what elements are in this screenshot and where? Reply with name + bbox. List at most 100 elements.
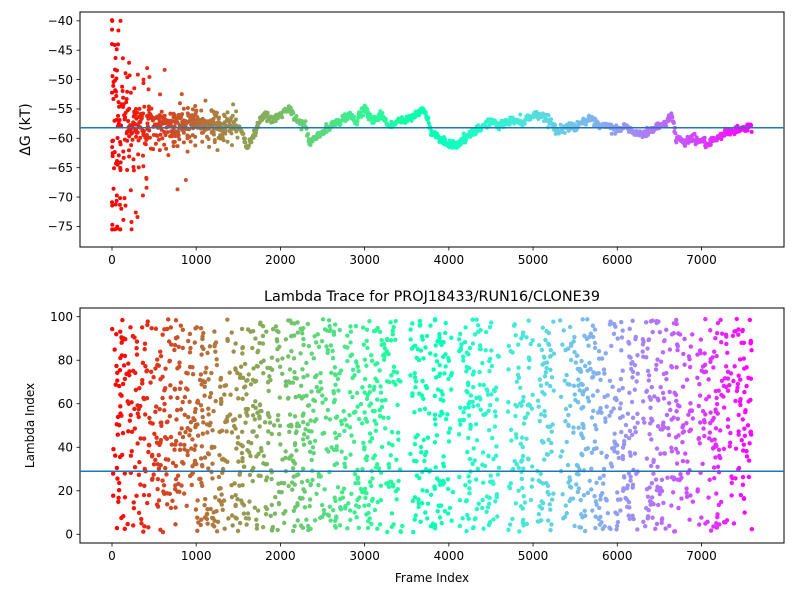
delta-g-point xyxy=(110,74,115,79)
lambda-trace-point xyxy=(718,499,724,505)
lambda-trace-point xyxy=(715,512,720,517)
lambda-trace-point xyxy=(135,411,140,416)
lambda-trace-point xyxy=(219,502,224,507)
lambda-trace-point xyxy=(273,494,278,500)
lambda-trace-point xyxy=(235,528,241,534)
delta-g-point xyxy=(426,116,431,121)
delta-g-point xyxy=(114,193,119,198)
lambda-trace-point xyxy=(483,348,488,353)
lambda-trace-point xyxy=(688,493,693,498)
delta-g-point xyxy=(116,153,121,158)
lambda-trace-point xyxy=(744,448,749,454)
lambda-trace-point xyxy=(156,466,162,471)
delta-g-point xyxy=(131,168,136,173)
lambda-trace-point xyxy=(286,395,291,401)
lambda-trace-point xyxy=(649,495,655,500)
lambda-trace-point xyxy=(685,470,691,476)
lambda-trace-point xyxy=(428,351,433,356)
lambda-trace-point xyxy=(151,462,157,467)
lambda-trace-point xyxy=(351,410,357,415)
delta-g-point xyxy=(173,134,178,139)
lambda-trace-point xyxy=(466,435,471,441)
lambda-trace-point xyxy=(394,497,399,502)
lambda-trace-point xyxy=(211,408,216,414)
lambda-trace-point xyxy=(356,525,361,531)
lambda-trace-point xyxy=(446,376,451,382)
lambda-trace-point xyxy=(331,391,337,396)
lambda-trace-point xyxy=(133,387,139,393)
lambda-trace-point xyxy=(653,367,659,372)
lambda-trace-point xyxy=(472,458,477,463)
lambda-trace-point xyxy=(723,364,729,369)
lambda-trace-point xyxy=(618,497,623,502)
lambda-trace-point xyxy=(493,414,498,419)
lambda-trace-point xyxy=(257,402,263,407)
delta-g-point xyxy=(199,108,204,113)
lambda-trace-point xyxy=(428,492,434,497)
lambda-trace-point xyxy=(358,401,364,407)
lambda-trace-point xyxy=(298,351,303,356)
lambda-trace-point xyxy=(324,328,330,333)
lambda-trace-point xyxy=(542,413,548,419)
lambda-trace-point xyxy=(715,464,721,470)
lambda-trace-point xyxy=(627,354,632,359)
delta-g-point xyxy=(133,210,138,215)
lambda-trace-point xyxy=(742,510,747,515)
lambda-trace-point xyxy=(372,507,378,513)
lambda-trace-point xyxy=(266,388,271,394)
delta-g-point xyxy=(125,138,130,143)
lambda-trace-point xyxy=(685,459,690,464)
lambda-trace-point xyxy=(314,491,319,497)
lambda-trace-point xyxy=(598,497,603,502)
lambda-trace-point xyxy=(697,522,702,527)
lambda-trace-point xyxy=(494,492,500,497)
lambda-trace-point xyxy=(714,353,719,359)
lambda-trace-point xyxy=(115,476,120,481)
lambda-trace-point xyxy=(618,401,624,406)
lambda-trace-point xyxy=(614,511,620,517)
lambda-trace-point xyxy=(583,513,588,518)
lambda-trace-point xyxy=(136,406,141,412)
lambda-trace-point xyxy=(137,386,142,391)
lambda-trace-point xyxy=(155,462,160,467)
lambda-trace-point xyxy=(510,516,515,522)
lambda-trace-point xyxy=(526,318,531,323)
lambda-trace-point xyxy=(548,507,553,512)
lambda-trace-point xyxy=(422,458,427,464)
lambda-trace-point xyxy=(304,517,309,522)
lambda-trace-point xyxy=(187,473,193,479)
lambda-trace-point xyxy=(292,375,297,381)
lambda-trace-point xyxy=(210,515,216,521)
lambda-trace-point xyxy=(434,476,440,481)
lambda-trace-point xyxy=(659,517,665,522)
lambda-trace-point xyxy=(587,360,592,366)
lambda-trace-point xyxy=(632,425,638,430)
lambda-trace-point xyxy=(327,504,333,509)
delta-g-panel: 0 1000 2000 3000 4000 5000 6000 7000 −40−45−50−… xyxy=(18,11,785,267)
lambda-trace-point xyxy=(413,385,418,390)
delta-g-point xyxy=(185,133,190,138)
lambda-trace-points xyxy=(110,316,755,535)
delta-g-point xyxy=(193,143,198,148)
lambda-trace-point xyxy=(220,456,226,462)
delta-g-point xyxy=(242,136,247,141)
lambda-trace-point xyxy=(611,406,616,411)
lambda-trace-point xyxy=(743,409,748,415)
lambda-trace-point xyxy=(686,412,691,417)
lambda-trace-point xyxy=(635,371,640,376)
lambda-trace-point xyxy=(363,416,368,422)
lambda-trace-point xyxy=(697,381,702,387)
lambda-trace-point xyxy=(619,429,624,435)
lambda-trace-point xyxy=(239,326,245,332)
lambda-trace-point xyxy=(237,483,242,488)
lambda-trace-point xyxy=(526,457,531,462)
lambda-trace-point xyxy=(594,445,599,451)
lambda-trace-point xyxy=(172,347,177,353)
lambda-trace-point xyxy=(592,345,598,351)
lambda-trace-point xyxy=(391,369,397,374)
lambda-trace-point xyxy=(580,435,586,441)
lambda-trace-point xyxy=(120,317,125,323)
lambda-trace-point xyxy=(707,477,712,483)
lambda-trace-point xyxy=(712,476,717,481)
lambda-trace-point xyxy=(623,422,629,428)
